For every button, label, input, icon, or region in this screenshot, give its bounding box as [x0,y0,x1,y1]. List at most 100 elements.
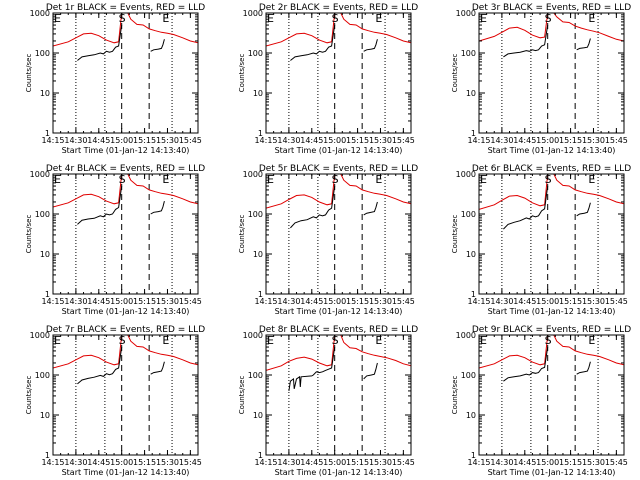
marker-end: E [267,334,274,347]
x-tick-label: 14:15 [254,136,277,145]
axes-frame [265,334,412,456]
marker-end: E [162,334,169,347]
panel-title: Det 6r BLACK = Events, RED = LLD [472,164,631,174]
series-line-events [150,200,165,215]
series-line-events [290,24,336,61]
panel-title: Det 2r BLACK = Events, RED = LLD [259,3,418,13]
axes-frame [478,12,625,134]
axes-frame [52,334,199,456]
x-tick-label: 15:45 [392,297,415,306]
marker-end: E [162,173,169,186]
y-axis-label: Counts/sec [451,376,459,415]
plot-area [266,173,411,229]
x-tick-label: 14:15 [41,136,64,145]
series-line-events [77,24,123,61]
x-tick-label: 15:15 [346,136,369,145]
series-line-events [503,185,549,230]
x-tick-label: 15:45 [605,297,628,306]
y-tick-label: 10 [40,89,50,98]
x-tick-label: 15:15 [346,297,369,306]
x-tick-label: 14:30 [490,297,513,306]
marker-start: S [332,334,339,347]
panel-title: Det 7r BLACK = Events, RED = LLD [46,325,205,335]
plot-area [53,334,198,385]
x-tick-label: 14:15 [467,136,490,145]
marker-start: S [332,173,339,186]
x-tick-label: 14:45 [300,297,323,306]
series-line-events [290,185,336,229]
x-axis-label: Start Time (01-Jan-12 14:13:40) [488,468,616,477]
panel-title: Det 8r BLACK = Events, RED = LLD [259,325,418,335]
marker-end: E [588,173,595,186]
series-line-events [576,38,591,51]
marker-end: E [588,12,595,25]
x-tick-label: 14:45 [87,458,110,467]
y-tick-label: 10 [253,250,263,259]
y-axis-label: Counts/sec [238,376,246,415]
marker-start: S [545,173,552,186]
x-tick-label: 15:30 [369,458,392,467]
x-tick-label: 15:15 [559,136,582,145]
y-axis-label: Counts/sec [238,54,246,93]
x-tick-label: 15:00 [536,136,559,145]
marker-end: E [375,173,382,186]
y-axis-label: Counts/sec [451,54,459,93]
x-tick-label: 14:30 [490,458,513,467]
series-line-lld [266,12,411,47]
x-axis-label: Start Time (01-Jan-12 14:13:40) [62,307,190,316]
y-tick-label: 1000 [456,170,476,179]
series-line-events [576,202,591,217]
series-line-lld [266,334,411,371]
y-tick-label: 1 [45,290,50,299]
y-tick-label: 100 [248,371,263,380]
x-axis-label: Start Time (01-Jan-12 14:13:40) [62,468,190,477]
marker-end: E [480,173,487,186]
series-line-lld [53,173,198,208]
x-tick-label: 14:15 [467,297,490,306]
x-tick-label: 15:30 [369,297,392,306]
marker-end: E [267,12,274,25]
x-tick-label: 15:45 [392,458,415,467]
x-tick-label: 14:30 [277,136,300,145]
x-tick-label: 15:45 [392,136,415,145]
y-tick-label: 10 [253,89,263,98]
x-tick-label: 14:15 [254,458,277,467]
marker-start: S [119,334,126,347]
x-tick-label: 15:15 [559,458,582,467]
y-tick-label: 1 [45,451,50,460]
axes-frame [478,173,625,295]
x-tick-label: 15:45 [179,458,202,467]
x-tick-label: 15:00 [110,136,133,145]
series-line-events [363,362,378,380]
x-tick-label: 15:30 [582,297,605,306]
panel-title: Det 5r BLACK = Events, RED = LLD [259,164,418,174]
x-tick-label: 15:00 [110,458,133,467]
x-tick-label: 15:45 [179,136,202,145]
x-tick-label: 14:30 [277,458,300,467]
series-line-lld [266,173,411,209]
y-tick-label: 1000 [243,170,263,179]
y-tick-label: 1 [45,129,50,138]
x-tick-label: 14:15 [41,458,64,467]
x-tick-label: 15:30 [582,136,605,145]
x-axis-label: Start Time (01-Jan-12 14:13:40) [488,146,616,155]
x-axis-label: Start Time (01-Jan-12 14:13:40) [275,468,403,477]
x-tick-label: 14:30 [490,136,513,145]
x-tick-label: 15:30 [156,297,179,306]
x-tick-label: 15:15 [346,458,369,467]
series-line-events [77,346,123,385]
y-tick-label: 1 [471,451,476,460]
x-tick-label: 14:30 [64,297,87,306]
x-tick-label: 15:30 [582,458,605,467]
series-line-events [503,24,549,58]
x-tick-label: 14:45 [87,136,110,145]
axes-frame [265,12,412,134]
y-axis-label: Counts/sec [238,215,246,254]
x-axis-label: Start Time (01-Jan-12 14:13:40) [62,146,190,155]
y-tick-label: 1 [258,129,263,138]
marker-start: S [545,334,552,347]
